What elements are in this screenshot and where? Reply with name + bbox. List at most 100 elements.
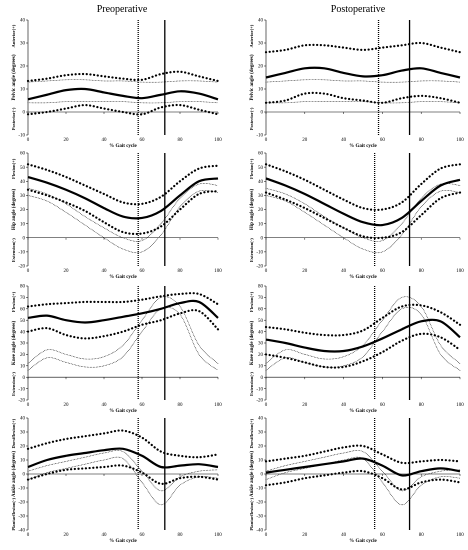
y-tick-label: 0 xyxy=(261,473,264,478)
y-axis-label: Ankle angle (degrees) xyxy=(250,451,255,497)
x-tick-label: 0 xyxy=(27,403,30,408)
y-tick-label: 30 xyxy=(20,194,26,199)
y-tick-label: -20 xyxy=(18,399,25,404)
series-sd-lower-line xyxy=(26,464,220,485)
y-tick-label: -30 xyxy=(18,515,25,520)
y-tick-label: 10 xyxy=(20,365,26,370)
y-tick-label: 70 xyxy=(258,296,264,301)
y-tick-label: -20 xyxy=(256,265,263,270)
x-tick-label: 40 xyxy=(341,533,347,538)
series-normal-upper-line xyxy=(265,79,461,83)
y-tick-label: -40 xyxy=(18,529,25,534)
x-tick-label: 20 xyxy=(302,138,308,143)
x-tick-label: 100 xyxy=(456,269,464,274)
x-tick-label: 20 xyxy=(64,533,70,538)
series-normal-upper-line xyxy=(265,450,461,492)
y-tick-label: 40 xyxy=(258,417,264,422)
x-tick-label: 20 xyxy=(302,403,308,408)
y-tick-label: 20 xyxy=(20,445,26,450)
y-tick-label: 30 xyxy=(258,342,264,347)
x-tick-label: 80 xyxy=(419,533,425,538)
y-tick-label: 50 xyxy=(20,166,26,171)
y-tick-label: 10 xyxy=(20,222,26,227)
x-tick-label: 100 xyxy=(456,138,464,143)
x-tick-label: 20 xyxy=(64,269,70,274)
y-tick-label: -10 xyxy=(256,387,263,392)
y-tick-label: -10 xyxy=(256,134,263,139)
y-tick-label: 20 xyxy=(258,445,264,450)
x-tick-label: 80 xyxy=(178,533,184,538)
x-tick-label: 60 xyxy=(380,533,386,538)
x-tick-label: 60 xyxy=(380,138,386,143)
y-tick-label: 10 xyxy=(258,222,264,227)
y-tick-label: -20 xyxy=(18,501,25,506)
series-normal-upper-line xyxy=(265,183,461,242)
series-mean-line xyxy=(27,447,219,469)
direction-label-negative: Posterior(-) xyxy=(249,107,254,130)
direction-label-negative: Extension(-) xyxy=(249,238,254,262)
direction-label-negative: Plantarflexion(-) xyxy=(249,498,254,531)
y-axis-label: Ankle angle (degrees) xyxy=(12,451,17,497)
series-normal-upper-line xyxy=(27,296,219,364)
series-sd-lower-line xyxy=(26,188,220,236)
y-tick-label: 20 xyxy=(20,65,26,70)
series-sd-upper-line xyxy=(264,163,462,212)
y-tick-label: 80 xyxy=(20,285,26,290)
y-tick-label: 0 xyxy=(261,376,264,381)
y-tick-label: 50 xyxy=(258,319,264,324)
y-tick-label: 30 xyxy=(20,431,26,436)
y-tick-label: 30 xyxy=(258,194,264,199)
column-title-preoperative: Preoperative xyxy=(97,4,148,15)
x-tick-label: 60 xyxy=(140,269,146,274)
x-tick-label: 20 xyxy=(64,403,70,408)
direction-label-positive: Anterior(+) xyxy=(11,24,16,47)
direction-label-positive: Dorsiflexion(+) xyxy=(249,418,254,448)
x-tick-label: 60 xyxy=(380,403,386,408)
y-tick-label: 80 xyxy=(258,285,264,290)
series-normal-upper-line xyxy=(27,79,219,83)
x-tick-label: 100 xyxy=(214,403,222,408)
direction-label-positive: Flexion(+) xyxy=(249,291,254,312)
x-tick-label: 60 xyxy=(140,533,146,538)
y-tick-label: -30 xyxy=(256,515,263,520)
series-mean-line xyxy=(265,66,461,79)
x-tick-label: 80 xyxy=(419,403,425,408)
y-tick-label: 0 xyxy=(261,236,264,241)
y-tick-label: 0 xyxy=(261,111,264,116)
series-sd-upper-line xyxy=(26,429,220,459)
y-tick-label: 60 xyxy=(20,308,26,313)
y-tick-label: 10 xyxy=(20,459,26,464)
y-tick-label: 40 xyxy=(258,19,264,24)
y-tick-label: 20 xyxy=(258,353,264,358)
y-tick-label: 0 xyxy=(23,111,26,116)
y-tick-label: -10 xyxy=(18,387,25,392)
y-tick-label: 40 xyxy=(20,19,26,24)
x-tick-label: 60 xyxy=(140,138,146,143)
series-sd-lower-line xyxy=(26,103,220,116)
y-tick-label: -20 xyxy=(256,399,263,404)
y-tick-label: -10 xyxy=(18,134,25,139)
x-tick-label: 0 xyxy=(27,269,30,274)
panel-7: -40 -30 -20 -10 0 10 20 30 40 0 20 40 60 80 100 % Gait … xyxy=(11,417,222,544)
y-tick-label: 60 xyxy=(258,152,264,157)
y-tick-label: -20 xyxy=(256,501,263,506)
column-title-postoperative: Postoperative xyxy=(331,4,386,15)
x-tick-label: 100 xyxy=(214,269,222,274)
direction-label-positive: Flexion(+) xyxy=(11,291,16,312)
x-tick-label: 80 xyxy=(178,269,184,274)
series-mean-line xyxy=(27,299,219,324)
y-tick-label: 40 xyxy=(20,417,26,422)
x-tick-label: 100 xyxy=(214,533,222,538)
x-tick-label: 40 xyxy=(102,533,108,538)
x-tick-label: 0 xyxy=(27,138,30,143)
x-axis-label: % Gait cycle xyxy=(109,144,137,149)
x-tick-label: 80 xyxy=(419,138,425,143)
y-axis-label: Knee angle (degrees) xyxy=(250,320,255,365)
direction-label-negative: Extension(-) xyxy=(11,372,16,396)
y-tick-label: 30 xyxy=(20,342,26,347)
panel-8: -40 -30 -20 -10 0 10 20 30 40 0 20 40 60 80 100 % Gait … xyxy=(249,417,464,544)
series-sd-lower-line xyxy=(264,469,462,491)
